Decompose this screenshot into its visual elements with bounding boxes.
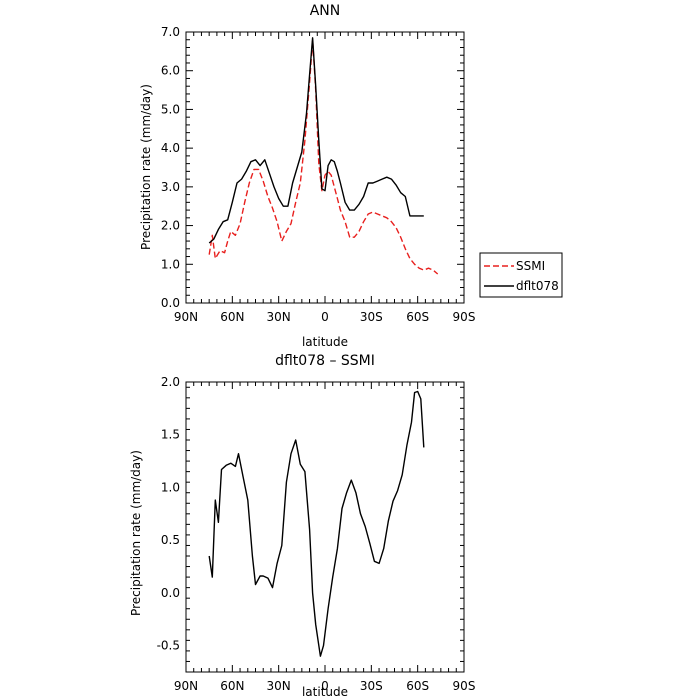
top-y-tick-label: 2.0 bbox=[161, 219, 180, 233]
bottom-x-tick-label: 90S bbox=[453, 679, 476, 693]
top-x-tick-label: 0 bbox=[321, 310, 329, 324]
bottom-x-tick-label: 30N bbox=[267, 679, 291, 693]
top-x-tick-label: 60S bbox=[406, 310, 429, 324]
top-series-ssmi-line bbox=[208, 39, 439, 275]
bottom-x-tick-label: 90N bbox=[174, 679, 198, 693]
chart-bottom-xlabel: latitude bbox=[302, 685, 348, 699]
bottom-y-tick-label: 1.5 bbox=[161, 428, 180, 442]
bottom-y-tick-label: 0.0 bbox=[161, 586, 180, 600]
bottom-x-tick-label: 0 bbox=[321, 679, 329, 693]
top-x-tick-label: 30N bbox=[267, 310, 291, 324]
top-y-tick-label: 6.0 bbox=[161, 64, 180, 78]
chart-top-xlabel: latitude bbox=[302, 335, 348, 349]
bottom-x-tick-label: 60S bbox=[406, 679, 429, 693]
top-plot-frame bbox=[185, 31, 465, 304]
top-y-tick-label: 5.0 bbox=[161, 102, 180, 116]
top-x-tick-label: 60N bbox=[220, 310, 244, 324]
chart-top-title: ANN bbox=[310, 3, 341, 19]
top-y-tick-label: 0.0 bbox=[161, 296, 180, 310]
bottom-series-diff-line bbox=[208, 390, 425, 657]
top-y-tick-label: 1.0 bbox=[161, 257, 180, 271]
bottom-y-tick-label: -0.5 bbox=[157, 639, 180, 653]
top-y-tick-label: 3.0 bbox=[161, 180, 180, 194]
chart-top-ylabel: Precipitation rate (mm/day) bbox=[139, 84, 153, 250]
bottom-x-tick-label: 30S bbox=[360, 679, 383, 693]
top-series-dflt078-line bbox=[208, 37, 424, 244]
top-y-tick-label: 4.0 bbox=[161, 141, 180, 155]
chart-bottom-diff: dflt078 – SSMI Precipitation rate (mm/da… bbox=[129, 353, 475, 699]
chart-bottom-title: dflt078 – SSMI bbox=[275, 353, 375, 369]
legend-box bbox=[479, 252, 563, 298]
legend-label-ssmi: SSMI bbox=[516, 259, 545, 273]
chart-bottom-ylabel: Precipitation rate (mm/day) bbox=[129, 450, 143, 616]
chart-top-ann: ANN Precipitation rate (mm/day) latitude… bbox=[139, 3, 563, 349]
top-x-tick-label: 30S bbox=[360, 310, 383, 324]
legend: SSMI dflt078 bbox=[479, 252, 563, 298]
top-y-tick-label: 7.0 bbox=[161, 25, 180, 39]
top-x-tick-label: 90S bbox=[453, 310, 476, 324]
legend-label-dflt078: dflt078 bbox=[516, 279, 559, 293]
bottom-y-tick-label: 0.5 bbox=[161, 533, 180, 547]
bottom-x-tick-label: 60N bbox=[220, 679, 244, 693]
bottom-y-tick-label: 1.0 bbox=[161, 480, 180, 494]
bottom-y-tick-label: 2.0 bbox=[161, 375, 180, 389]
top-x-tick-label: 90N bbox=[174, 310, 198, 324]
